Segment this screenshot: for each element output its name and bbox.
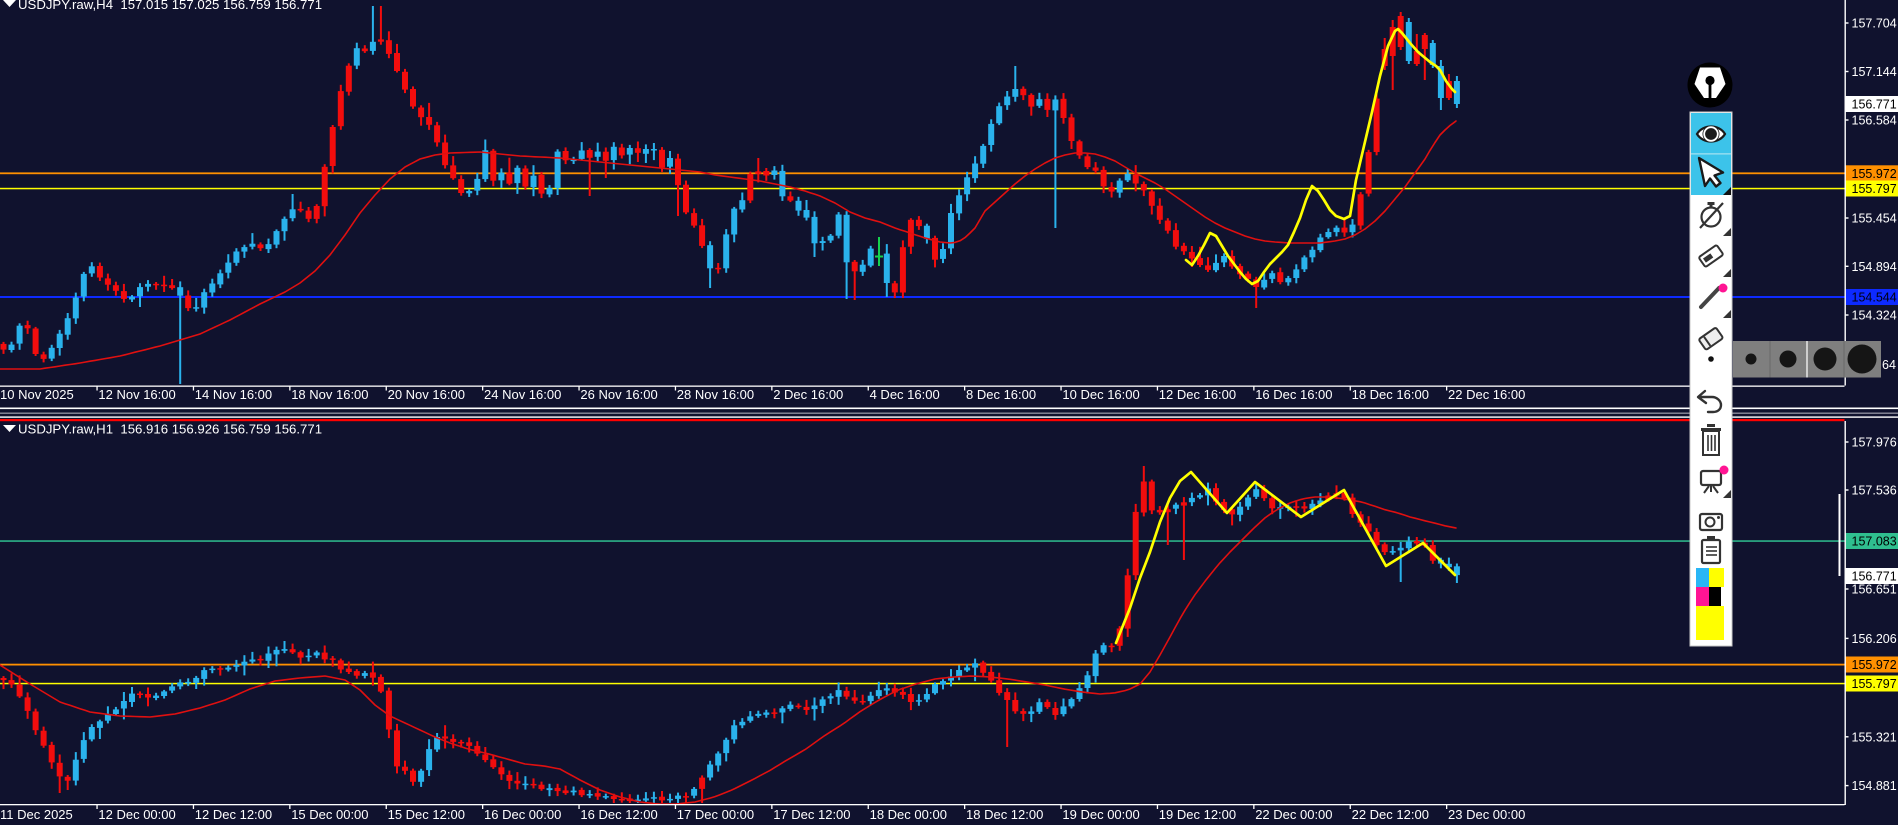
svg-text:18 Dec 12:00: 18 Dec 12:00 bbox=[966, 807, 1043, 822]
svg-text:154.544: 154.544 bbox=[1852, 291, 1897, 305]
svg-text:17 Dec 12:00: 17 Dec 12:00 bbox=[773, 807, 850, 822]
svg-text:156.206: 156.206 bbox=[1852, 632, 1897, 646]
svg-text:19 Dec 00:00: 19 Dec 00:00 bbox=[1062, 807, 1139, 822]
svg-text:156.584: 156.584 bbox=[1852, 114, 1897, 128]
svg-text:155.797: 155.797 bbox=[1852, 677, 1897, 691]
svg-text:12 Dec 00:00: 12 Dec 00:00 bbox=[98, 807, 175, 822]
svg-text:19 Dec 12:00: 19 Dec 12:00 bbox=[1159, 807, 1236, 822]
svg-text:15 Dec 12:00: 15 Dec 12:00 bbox=[388, 807, 465, 822]
svg-text:12 Dec 16:00: 12 Dec 16:00 bbox=[1159, 387, 1236, 402]
svg-text:10 Dec 16:00: 10 Dec 16:00 bbox=[1062, 387, 1139, 402]
svg-text:23 Dec 00:00: 23 Dec 00:00 bbox=[1448, 807, 1525, 822]
svg-text:USDJPY.raw,H4 157.015 157.025: USDJPY.raw,H4 157.015 157.025 156.759 15… bbox=[18, 0, 322, 12]
svg-text:16 Dec 16:00: 16 Dec 16:00 bbox=[1255, 387, 1332, 402]
svg-text:154.894: 154.894 bbox=[1852, 260, 1897, 274]
svg-text:155.797: 155.797 bbox=[1852, 182, 1897, 196]
svg-text:11 Dec 2025: 11 Dec 2025 bbox=[0, 807, 73, 822]
svg-text:157.083: 157.083 bbox=[1852, 535, 1897, 549]
svg-text:155.972: 155.972 bbox=[1852, 658, 1897, 672]
svg-text:8 Dec 16:00: 8 Dec 16:00 bbox=[966, 387, 1036, 402]
svg-text:18 Nov 16:00: 18 Nov 16:00 bbox=[291, 387, 368, 402]
svg-text:22 Dec 00:00: 22 Dec 00:00 bbox=[1255, 807, 1332, 822]
svg-text:64: 64 bbox=[1882, 358, 1896, 372]
svg-text:157.536: 157.536 bbox=[1852, 484, 1897, 498]
svg-text:4 Dec 16:00: 4 Dec 16:00 bbox=[870, 387, 940, 402]
svg-text:156.651: 156.651 bbox=[1852, 583, 1897, 597]
svg-text:12 Nov 16:00: 12 Nov 16:00 bbox=[98, 387, 175, 402]
svg-text:154.324: 154.324 bbox=[1852, 309, 1897, 323]
svg-text:155.454: 155.454 bbox=[1852, 212, 1897, 226]
svg-text:2 Dec 16:00: 2 Dec 16:00 bbox=[773, 387, 843, 402]
svg-text:154.881: 154.881 bbox=[1852, 779, 1897, 793]
svg-text:157.704: 157.704 bbox=[1852, 17, 1897, 31]
svg-text:10 Nov 2025: 10 Nov 2025 bbox=[0, 387, 74, 402]
svg-text:155.321: 155.321 bbox=[1852, 730, 1897, 744]
svg-text:17 Dec 00:00: 17 Dec 00:00 bbox=[677, 807, 754, 822]
svg-text:26 Nov 16:00: 26 Nov 16:00 bbox=[580, 387, 657, 402]
svg-text:16 Dec 12:00: 16 Dec 12:00 bbox=[580, 807, 657, 822]
svg-text:20 Nov 16:00: 20 Nov 16:00 bbox=[388, 387, 465, 402]
svg-text:15 Dec 00:00: 15 Dec 00:00 bbox=[291, 807, 368, 822]
svg-text:157.976: 157.976 bbox=[1852, 436, 1897, 450]
svg-text:22 Dec 12:00: 22 Dec 12:00 bbox=[1352, 807, 1429, 822]
svg-text:16 Dec 00:00: 16 Dec 00:00 bbox=[484, 807, 561, 822]
svg-text:24 Nov 16:00: 24 Nov 16:00 bbox=[484, 387, 561, 402]
svg-text:18 Dec 00:00: 18 Dec 00:00 bbox=[870, 807, 947, 822]
svg-text:22 Dec 16:00: 22 Dec 16:00 bbox=[1448, 387, 1525, 402]
svg-text:156.771: 156.771 bbox=[1852, 570, 1897, 584]
svg-text:14 Nov 16:00: 14 Nov 16:00 bbox=[195, 387, 272, 402]
svg-text:18 Dec 16:00: 18 Dec 16:00 bbox=[1352, 387, 1429, 402]
svg-text:USDJPY.raw,H1 156.916 156.926: USDJPY.raw,H1 156.916 156.926 156.759 15… bbox=[18, 422, 322, 437]
svg-text:157.144: 157.144 bbox=[1852, 65, 1897, 79]
svg-text:156.771: 156.771 bbox=[1852, 98, 1897, 112]
svg-text:12 Dec 12:00: 12 Dec 12:00 bbox=[195, 807, 272, 822]
svg-text:28 Nov 16:00: 28 Nov 16:00 bbox=[677, 387, 754, 402]
svg-text:155.972: 155.972 bbox=[1852, 167, 1897, 181]
